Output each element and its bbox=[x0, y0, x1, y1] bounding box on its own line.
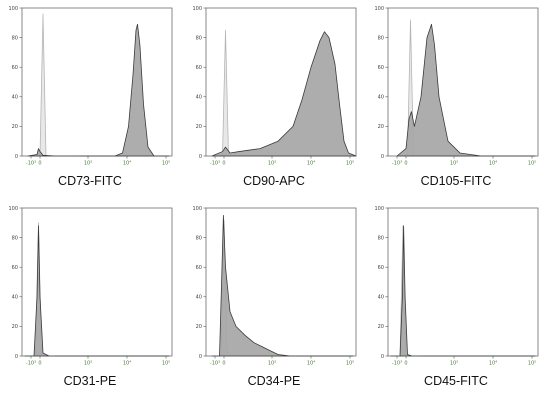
y-tick-label: 60 bbox=[196, 65, 202, 71]
x-tick-label: 0 bbox=[222, 361, 225, 367]
marker-label-cd105: CD105-FITC bbox=[420, 174, 492, 188]
y-tick-label: 80 bbox=[196, 235, 202, 241]
x-tick-label: 10³ bbox=[84, 161, 92, 167]
cd90-apc-sample-histogram bbox=[211, 31, 357, 157]
panel-cd73: 0 20 40 60 80 100 -10³ 0 10³ 10⁴ 10⁵ CD73-FITC bbox=[0, 0, 180, 195]
y-tick-label: 60 bbox=[12, 65, 18, 71]
y-tick-label: 40 bbox=[378, 95, 384, 101]
y-tick-label: 0 bbox=[199, 154, 202, 160]
marker-label-cd45: CD45-FITC bbox=[424, 374, 488, 388]
x-tick-label: 0 bbox=[38, 161, 41, 167]
x-tick-label: 10⁴ bbox=[307, 361, 315, 367]
y-tick-label: 60 bbox=[12, 265, 18, 271]
x-tick-label: 10⁴ bbox=[123, 161, 131, 167]
x-tick-label: 0 bbox=[222, 161, 225, 167]
panel-cd90: 0 20 40 60 80 100 -10³ 0 10³ 10⁴ 10⁵ CD90-APC bbox=[184, 0, 364, 195]
plot-frame bbox=[21, 207, 173, 357]
x-tick-label: 10⁵ bbox=[528, 161, 536, 167]
x-tick-label: 10³ bbox=[268, 361, 276, 367]
x-tick-label: 0 bbox=[404, 361, 407, 367]
plot-frame bbox=[387, 207, 539, 357]
y-tick-label: 60 bbox=[196, 265, 202, 271]
y-tick-label: 0 bbox=[15, 354, 18, 360]
y-tick-label: 0 bbox=[199, 354, 202, 360]
cd105-fitc-sample-histogram bbox=[396, 23, 536, 157]
panel-cd45: 0 20 40 60 80 100 -10³ 0 10³ 10⁴ 10⁵ CD45-FITC bbox=[366, 200, 546, 395]
x-tick-label: -10³ bbox=[210, 161, 220, 167]
panel-cd105: 0 20 40 60 80 100 -10³ 0 10³ 10⁴ 10⁵ CD105-FITC bbox=[366, 0, 546, 195]
x-tick-label: 10⁴ bbox=[123, 361, 131, 367]
y-tick-label: 0 bbox=[381, 154, 384, 160]
x-tick-label: 10⁴ bbox=[489, 161, 497, 167]
x-tick-label: 10⁵ bbox=[346, 161, 354, 167]
y-tick-label: 100 bbox=[192, 6, 202, 12]
y-tick-label: 20 bbox=[12, 324, 18, 330]
y-tick-label: 40 bbox=[378, 295, 384, 301]
x-tick-label: 10⁵ bbox=[162, 361, 170, 367]
cd34-pe-sample-histogram bbox=[211, 215, 354, 357]
x-tick-label: -10³ bbox=[210, 361, 220, 367]
cd31-pe-sample-histogram bbox=[24, 225, 170, 357]
x-tick-label: 10³ bbox=[450, 361, 458, 367]
y-tick-label: 80 bbox=[12, 235, 18, 241]
x-tick-label: -10³ bbox=[392, 161, 402, 167]
y-tick-label: 100 bbox=[192, 206, 202, 212]
cd73-fitc-sample-histogram bbox=[27, 23, 170, 157]
y-tick-label: 60 bbox=[378, 265, 384, 271]
cd45-fitc-sample-histogram bbox=[390, 225, 536, 357]
y-tick-label: 100 bbox=[8, 6, 18, 12]
x-tick-label: 10³ bbox=[84, 361, 92, 367]
y-tick-label: 40 bbox=[12, 95, 18, 101]
y-tick-label: 40 bbox=[196, 95, 202, 101]
marker-label-cd90: CD90-APC bbox=[243, 174, 305, 188]
y-tick-label: 20 bbox=[196, 324, 202, 330]
x-tick-label: 10⁴ bbox=[307, 161, 315, 167]
y-tick-label: 80 bbox=[378, 235, 384, 241]
x-tick-label: 10⁵ bbox=[346, 361, 354, 367]
x-tick-label: 0 bbox=[38, 361, 41, 367]
y-tick-label: 20 bbox=[196, 124, 202, 130]
y-tick-label: 100 bbox=[374, 206, 384, 212]
y-tick-label: 40 bbox=[12, 295, 18, 301]
x-tick-label: -10³ bbox=[392, 361, 402, 367]
y-tick-label: 20 bbox=[12, 124, 18, 130]
plot-frame bbox=[21, 7, 173, 157]
marker-label-cd34: CD34-PE bbox=[247, 374, 301, 388]
x-tick-label: 10⁴ bbox=[489, 361, 497, 367]
x-tick-label: -10³ bbox=[26, 361, 36, 367]
y-tick-label: 0 bbox=[15, 154, 18, 160]
y-tick-label: 60 bbox=[378, 65, 384, 71]
y-tick-label: 0 bbox=[381, 354, 384, 360]
y-tick-label: 80 bbox=[196, 35, 202, 41]
y-tick-label: 20 bbox=[378, 324, 384, 330]
x-tick-label: 10³ bbox=[450, 161, 458, 167]
x-tick-label: 0 bbox=[404, 161, 407, 167]
x-tick-label: 10³ bbox=[268, 161, 276, 167]
y-tick-label: 80 bbox=[378, 35, 384, 41]
x-tick-label: 10⁵ bbox=[528, 361, 536, 367]
panel-cd34: 0 20 40 60 80 100 -10³ 0 10³ 10⁴ 10⁵ CD34-PE bbox=[184, 200, 364, 395]
marker-label-cd73: CD73-FITC bbox=[58, 174, 122, 188]
x-tick-label: -10³ bbox=[26, 161, 36, 167]
y-tick-label: 100 bbox=[8, 206, 18, 212]
marker-label-cd31: CD31-PE bbox=[63, 374, 117, 388]
y-tick-label: 100 bbox=[374, 6, 384, 12]
y-tick-label: 40 bbox=[196, 295, 202, 301]
y-tick-label: 20 bbox=[378, 124, 384, 130]
panel-cd31: 0 20 40 60 80 100 -10³ 0 10³ 10⁴ 10⁵ CD31-PE bbox=[0, 200, 180, 395]
x-tick-label: 10⁵ bbox=[162, 161, 170, 167]
y-tick-label: 80 bbox=[12, 35, 18, 41]
